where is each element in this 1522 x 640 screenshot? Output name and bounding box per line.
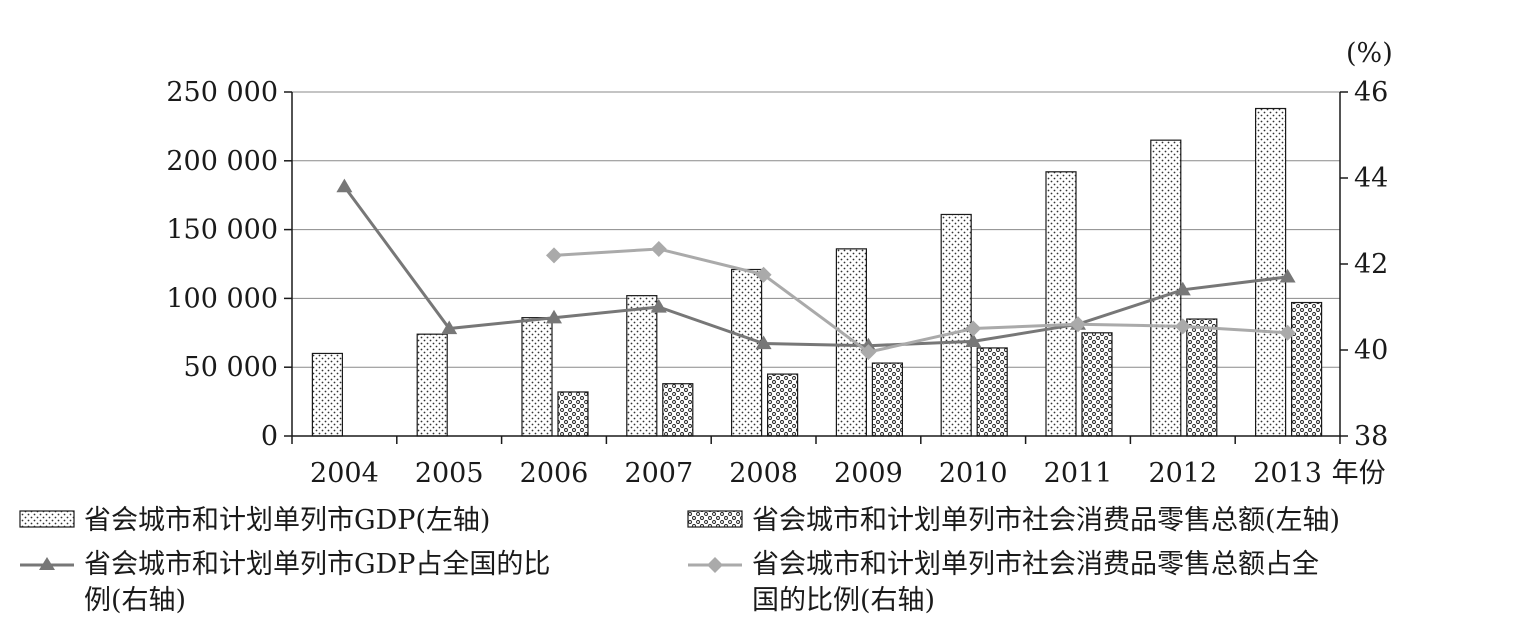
- legend-label-retail-share: 省会城市和计划单列市社会消费品零售总额占全: [752, 549, 1319, 580]
- right-axis-unit: (%): [1346, 38, 1393, 69]
- bar-retail: [976, 347, 1008, 437]
- legend: 省会城市和计划单列市GDP(左轴) 省会城市和计划单列市社会消费品零售总额(左轴)…: [19, 505, 1340, 616]
- bar-retail: [1290, 301, 1323, 437]
- x-tick-label: 2006: [520, 458, 589, 489]
- x-tick-label: 2009: [834, 458, 903, 489]
- diamond-marker: [755, 266, 772, 283]
- right-tick-label: 40: [1354, 335, 1388, 366]
- bar-retail: [557, 391, 589, 437]
- legend-label-gdp: 省会城市和计划单列市GDP(左轴): [84, 505, 490, 536]
- right-tick-label: 42: [1354, 249, 1388, 280]
- bar-gdp: [1045, 171, 1077, 437]
- left-tick-label: 150 000: [166, 215, 278, 246]
- line-retail-share: [553, 247, 1288, 354]
- bar-gdp: [835, 248, 868, 437]
- left-tick-label: 0: [261, 421, 278, 452]
- left-tick-label: 100 000: [166, 283, 278, 314]
- bar-gdp: [416, 333, 448, 437]
- left-tick-label: 200 000: [166, 146, 278, 177]
- x-tick-label: 2012: [1148, 458, 1217, 489]
- legend-swatch-retail: [687, 510, 743, 528]
- x-tick-label: 2010: [939, 458, 1008, 489]
- axes: 0 50 000 100 000 150 000 200 000 250 000 38 40 4…: [166, 38, 1392, 489]
- diamond-marker: [1070, 316, 1086, 333]
- bar-retail: [662, 383, 694, 437]
- bar-gdp: [311, 352, 343, 437]
- legend-label-gdp-share: 省会城市和计划单列市GDP占全国的比: [84, 549, 550, 580]
- triangle-marker: [1279, 268, 1296, 283]
- triangle-marker: [755, 335, 772, 350]
- triangle-marker: [546, 309, 562, 324]
- x-tick-label: 2011: [1044, 458, 1113, 489]
- x-tick-label: 2004: [310, 458, 379, 489]
- bar-gdp: [730, 268, 763, 437]
- x-axis-unit: 年份: [1332, 458, 1386, 489]
- line-gdp-share: [343, 185, 1288, 348]
- left-tick-label: 50 000: [184, 352, 278, 383]
- diamond-marker: [860, 344, 877, 361]
- right-tick-label: 38: [1354, 421, 1388, 452]
- legend-diamond-marker: [707, 557, 723, 573]
- x-tick-label: 2008: [729, 458, 798, 489]
- diamond-marker: [650, 240, 667, 257]
- x-tick-label: 2005: [415, 458, 484, 489]
- x-tick-label: 2013: [1253, 458, 1322, 489]
- bars: [311, 107, 1323, 437]
- bar-gdp: [626, 295, 658, 437]
- bar-gdp: [1254, 107, 1287, 437]
- right-tick-label: 44: [1354, 163, 1388, 194]
- legend-triangle-marker: [39, 557, 55, 570]
- legend-label-retail: 省会城市和计划单列市社会消费品零售总额(左轴): [752, 505, 1340, 536]
- diamond-marker: [1174, 318, 1191, 335]
- triangle-marker: [650, 299, 667, 313]
- bar-retail: [1081, 332, 1113, 437]
- legend-label-gdp-share: 例(右轴): [84, 585, 186, 616]
- triangle-marker: [1174, 281, 1191, 296]
- bar-retail: [766, 373, 799, 437]
- diamond-marker: [1279, 324, 1296, 341]
- bar-retail: [871, 362, 904, 437]
- triangle-marker: [965, 333, 982, 347]
- bar-gdp: [1150, 139, 1182, 437]
- triangle-marker: [336, 178, 353, 193]
- bar-gdp: [940, 213, 972, 437]
- legend-label-retail-share: 国的比例(右轴): [752, 585, 935, 616]
- lines: [336, 178, 1296, 361]
- bar-gdp: [521, 317, 553, 437]
- right-tick-label: 46: [1354, 77, 1388, 108]
- x-tick-label: 2007: [624, 458, 693, 489]
- bar-retail: [1186, 318, 1218, 437]
- triangle-marker: [441, 320, 458, 335]
- legend-swatch-gdp: [19, 510, 75, 528]
- diamond-marker: [546, 247, 562, 264]
- left-tick-label: 250 000: [166, 77, 278, 108]
- diamond-marker: [965, 320, 982, 337]
